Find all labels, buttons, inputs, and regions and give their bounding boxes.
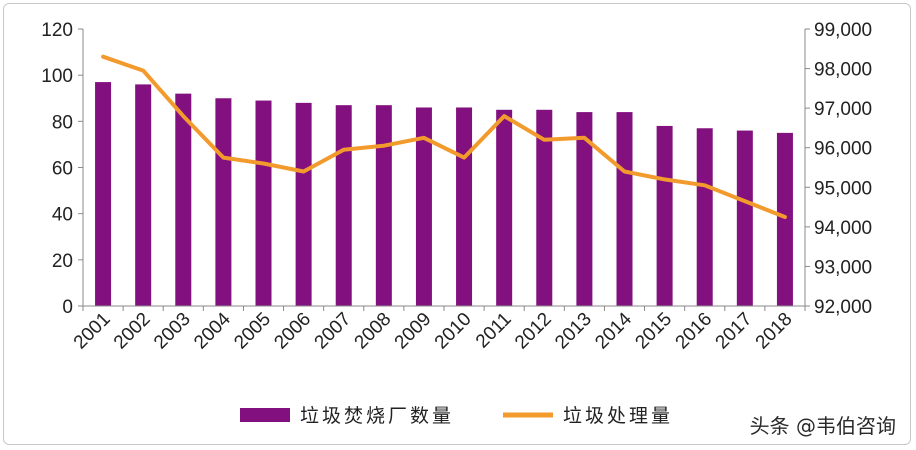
bar xyxy=(375,105,392,306)
legend: 垃圾焚烧厂数量 垃圾处理量 xyxy=(240,405,673,427)
bar-series xyxy=(95,82,793,307)
legend-bar-label: 垃圾焚烧厂数量 xyxy=(300,405,454,427)
legend-line-label: 垃圾处理量 xyxy=(563,405,673,427)
bar xyxy=(255,100,272,306)
x-tick-label: 2014 xyxy=(591,308,636,353)
x-tick-label: 2015 xyxy=(631,309,676,354)
x-tick-label: 2013 xyxy=(551,309,596,354)
x-tick-label: 2007 xyxy=(311,309,356,354)
x-tick-label: 2018 xyxy=(752,309,797,354)
y-right-tick-label: 96,000 xyxy=(814,139,872,160)
x-tick-label: 2008 xyxy=(351,309,396,354)
x-tick-label: 2011 xyxy=(472,309,516,353)
x-tick-label: 2002 xyxy=(110,309,155,354)
bar xyxy=(736,130,753,306)
x-tick-label: 2003 xyxy=(150,309,195,354)
y-left-tick-label: 60 xyxy=(52,159,73,180)
watermark-text: 头条 @韦伯咨询 xyxy=(749,414,896,438)
y-right-tick-label: 98,000 xyxy=(814,60,872,81)
y-left-tick-label: 80 xyxy=(52,112,73,133)
y-right-tick-label: 92,000 xyxy=(814,297,872,318)
y-left-tick-label: 40 xyxy=(52,205,73,226)
bar xyxy=(175,93,192,306)
x-tick-label: 2004 xyxy=(190,308,235,353)
bar xyxy=(335,105,352,306)
y-right-tick-label: 95,000 xyxy=(814,178,872,199)
y-left-tick-label: 0 xyxy=(62,297,73,318)
bar xyxy=(95,82,112,306)
bar xyxy=(576,112,593,306)
x-tick-label: 2012 xyxy=(511,309,556,354)
bar xyxy=(295,102,312,306)
bar xyxy=(415,107,432,306)
x-tick-label: 2017 xyxy=(712,309,757,354)
x-tick-label: 2001 xyxy=(70,309,115,354)
line-series xyxy=(101,54,787,219)
x-tick-label: 2009 xyxy=(391,309,436,354)
line-series-path xyxy=(101,54,787,219)
y-right-tick-label: 94,000 xyxy=(814,218,872,239)
bar xyxy=(776,132,793,306)
x-tick-label: 2010 xyxy=(431,309,476,354)
x-tick-label: 2005 xyxy=(230,309,275,354)
legend-bar-swatch xyxy=(240,408,290,422)
bar xyxy=(656,125,673,306)
y-right-tick-label: 99,000 xyxy=(814,20,872,41)
x-tick-label: 2016 xyxy=(672,309,717,354)
bar xyxy=(616,112,633,306)
bar xyxy=(456,107,473,306)
bar xyxy=(696,128,713,306)
y-right-tick-label: 93,000 xyxy=(814,257,872,278)
bar xyxy=(135,84,152,307)
y-right-tick-label: 97,000 xyxy=(814,99,872,120)
y-left-tick-label: 20 xyxy=(52,251,73,272)
bar xyxy=(536,109,553,307)
y-left-tick-label: 120 xyxy=(41,20,73,41)
bar xyxy=(496,109,513,307)
bar xyxy=(215,98,232,306)
y-left-tick-label: 100 xyxy=(41,66,73,87)
x-tick-label: 2006 xyxy=(270,309,315,354)
chart-frame xyxy=(3,3,911,445)
